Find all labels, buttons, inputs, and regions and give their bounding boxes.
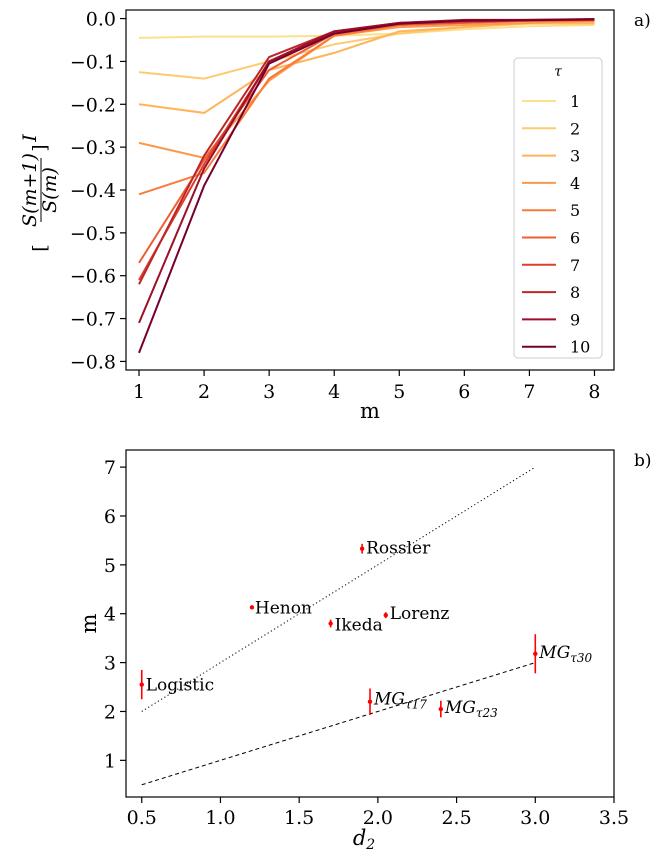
y-tick-label: −0.3 xyxy=(70,137,116,159)
series-line-tau-10 xyxy=(138,18,595,354)
point-label-subscript: τ30 xyxy=(570,651,592,665)
x-tick-label: 3.0 xyxy=(520,807,550,829)
legend-label-tau-9: 9 xyxy=(570,310,580,329)
point-henon xyxy=(249,605,255,610)
legend-box xyxy=(513,57,603,359)
y-tick-label: 3 xyxy=(104,653,116,675)
legend-label-tau-2: 2 xyxy=(570,119,580,138)
x-tick-label: 7 xyxy=(523,381,535,403)
x-tick-label: 2.5 xyxy=(441,807,471,829)
y-label-denominator: S(m) xyxy=(39,167,61,213)
point-mg23 xyxy=(438,706,444,712)
y-label-open-bracket: [ xyxy=(29,244,51,251)
x-tick-label: 8 xyxy=(588,381,600,403)
y-label-superscript: I xyxy=(19,134,41,143)
legend-label-tau-5: 5 xyxy=(570,201,580,220)
y-tick-label: −0.4 xyxy=(70,180,116,202)
point-ikeda xyxy=(328,621,333,626)
y-tick-label: 6 xyxy=(104,506,116,528)
point-rossler xyxy=(359,546,365,551)
point-label-henon: Henon xyxy=(255,598,312,618)
y-tick-label: −0.2 xyxy=(70,94,116,116)
point-label-mg23: MGτ23 xyxy=(444,698,498,720)
legend-label-tau-7: 7 xyxy=(570,256,580,275)
point-label-subscript: τ23 xyxy=(476,706,498,720)
y-axis-label-text: m xyxy=(77,613,101,633)
x-tick-label: 5 xyxy=(393,381,405,403)
fit-line-dashed xyxy=(141,662,536,786)
x-tick-label: 0.5 xyxy=(127,807,157,829)
y-tick-label: −0.1 xyxy=(70,51,116,73)
legend-label-tau-4: 4 xyxy=(570,174,580,193)
point-label-name: Henon xyxy=(255,598,312,618)
x-tick-label: 2.0 xyxy=(363,807,393,829)
legend-label-tau-1: 1 xyxy=(570,92,580,111)
point-label-name: Logistic xyxy=(146,676,214,696)
point-label-name: Rossler xyxy=(366,539,431,559)
y-tick-label: −0.8 xyxy=(70,351,116,373)
y-tick-label: 7 xyxy=(104,457,116,479)
y-axis-label: m xyxy=(77,613,101,633)
point-logistic xyxy=(139,682,144,687)
y-tick-label: 5 xyxy=(104,555,116,577)
legend-label-tau-10: 10 xyxy=(570,338,590,357)
point-label-lorenz: Lorenz xyxy=(390,604,450,624)
panel-b-axes-frame xyxy=(125,449,615,798)
y-tick-label: −0.7 xyxy=(70,309,116,331)
point-label-mg30: MGτ30 xyxy=(538,643,592,665)
y-axis-label: [ S(m+1)S(m)]I xyxy=(19,134,61,252)
x-tick-label: 3 xyxy=(263,381,275,403)
x-axis-label-subscript: 2 xyxy=(365,837,375,852)
y-tick-label: 4 xyxy=(104,604,116,626)
x-axis-label: m xyxy=(360,399,380,423)
x-axis-label-main: d xyxy=(353,826,366,850)
y-tick-label: −0.5 xyxy=(70,223,116,245)
x-tick-label: 1.5 xyxy=(284,807,314,829)
y-tick-label: −0.6 xyxy=(70,266,116,288)
panel-a-line-chart: 1 2 3 4 5 6 7 8 0.0 −0.1 −0.2 −0.3 −0.4 −0.5 −0.6 −0.7 −… xyxy=(19,9,651,423)
legend-label-tau-8: 8 xyxy=(570,283,580,302)
y-tick-label: 1 xyxy=(104,750,116,772)
x-axis-label: d2 xyxy=(353,826,375,852)
x-tick-label: 1 xyxy=(133,381,145,403)
point-mg17 xyxy=(367,699,373,704)
point-label-name: MG xyxy=(373,690,405,710)
panel-label-a: a) xyxy=(634,11,651,31)
point-label-rossler: Rossler xyxy=(366,539,431,559)
point-label-name: Lorenz xyxy=(390,604,450,624)
point-lorenz xyxy=(383,612,388,618)
legend-title: τ xyxy=(554,64,562,80)
y-label-numerator: S(m+1) xyxy=(19,153,41,227)
point-label-ikeda: Ikeda xyxy=(335,616,383,636)
point-label-subscript: τ17 xyxy=(405,698,427,712)
x-tick-label: 6 xyxy=(458,381,470,403)
panel-label-b: b) xyxy=(634,451,652,471)
legend-label-tau-6: 6 xyxy=(570,229,580,248)
y-label-close-bracket: ] xyxy=(29,144,51,151)
point-label-logistic: Logistic xyxy=(146,676,214,696)
point-mg30 xyxy=(533,651,538,657)
x-tick-label: 3.5 xyxy=(599,807,629,829)
x-tick-label: 4 xyxy=(328,381,340,403)
x-tick-label: 1.0 xyxy=(205,807,235,829)
point-label-name: MG xyxy=(538,643,570,663)
point-label-name: Ikeda xyxy=(335,616,383,636)
series-line-tau-1 xyxy=(138,24,595,39)
point-label-mg17: MGτ17 xyxy=(373,690,427,712)
legend-label-tau-3: 3 xyxy=(570,147,580,166)
y-tick-label: 2 xyxy=(104,701,116,723)
x-tick-label: 2 xyxy=(198,381,210,403)
point-label-name: MG xyxy=(444,698,476,718)
y-tick-label: 0.0 xyxy=(86,9,116,31)
